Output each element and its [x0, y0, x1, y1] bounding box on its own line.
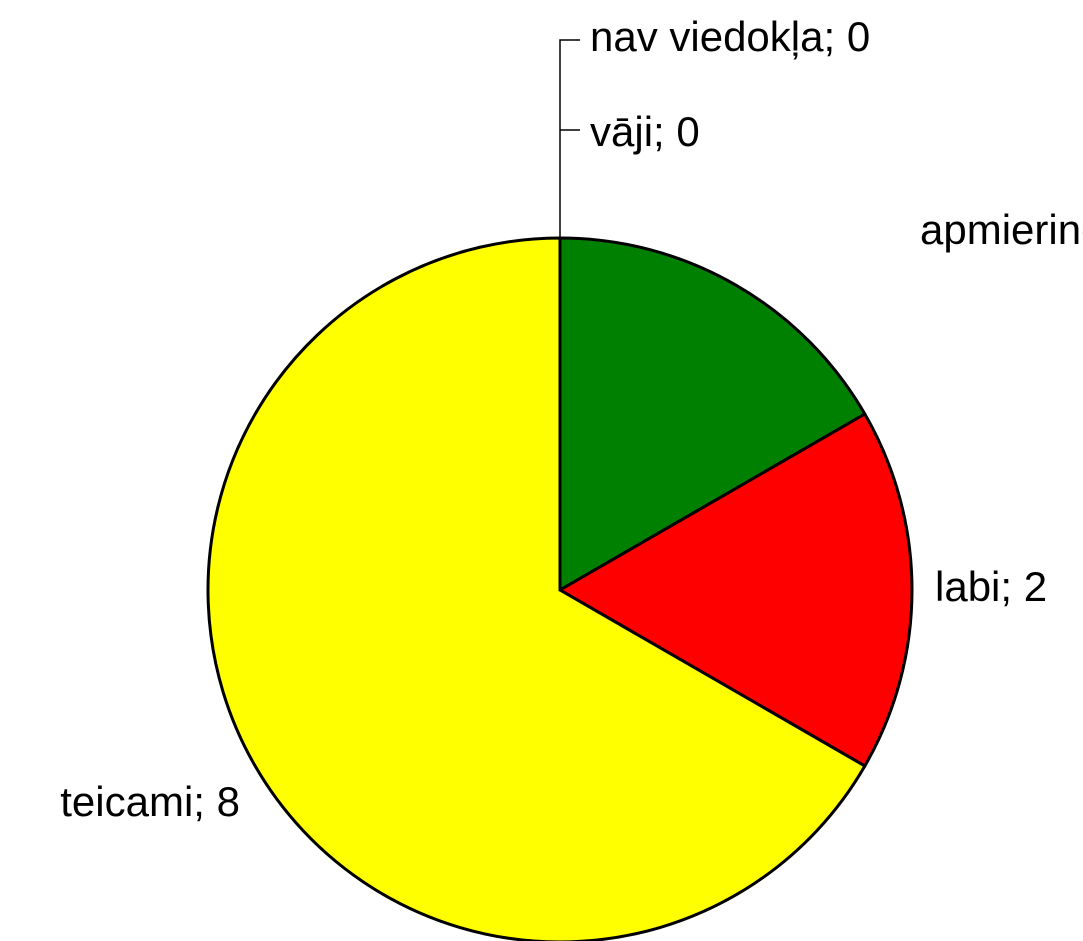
- data-label: vāji; 0: [590, 108, 700, 155]
- data-label: apmierinoši; 2: [920, 206, 1083, 253]
- leader-line: [559, 39, 580, 238]
- data-label: labi; 2: [935, 563, 1047, 610]
- labels: apmierinoši; 2 labi; 2 teicami; 8 vāji; 0 na…: [60, 13, 1083, 825]
- data-label: nav viedokļa; 0: [590, 13, 870, 60]
- data-label: teicami; 8: [60, 778, 240, 825]
- pie-slice: [558, 412, 914, 768]
- pie-slice: [558, 236, 867, 592]
- pie: [206, 236, 914, 941]
- pie-slice: [206, 236, 867, 941]
